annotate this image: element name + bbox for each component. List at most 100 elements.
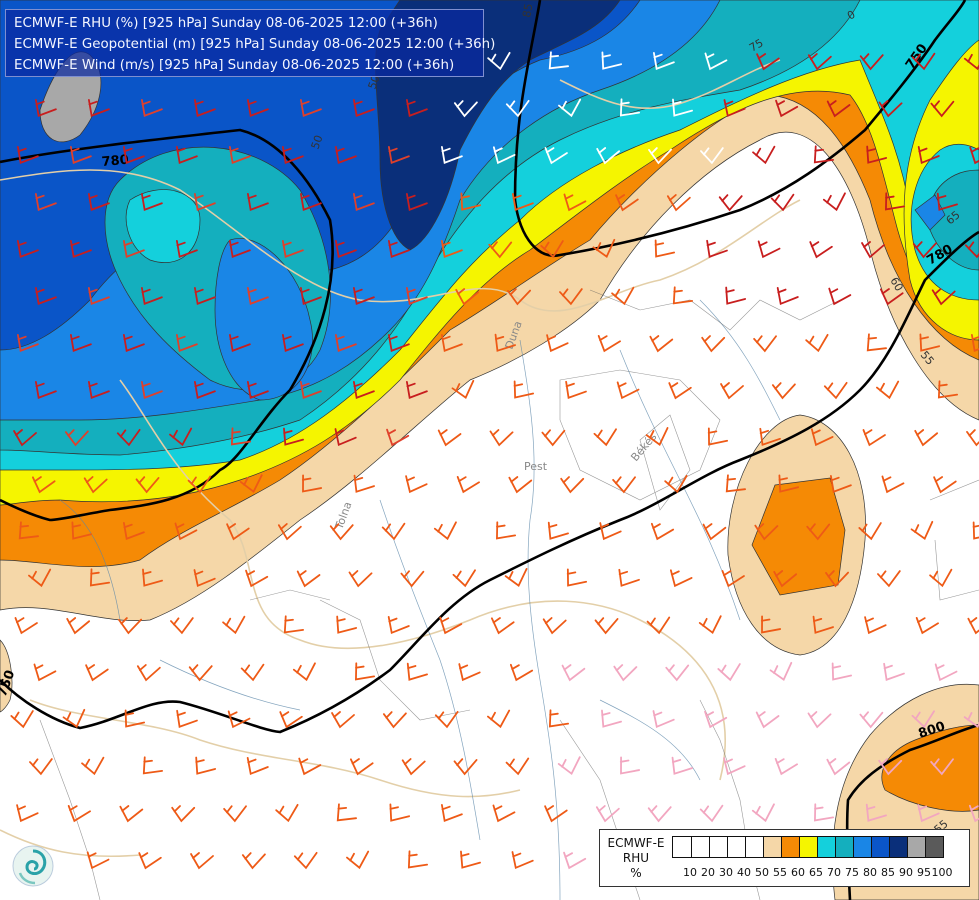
legend-title-variable: RHU — [622, 851, 650, 865]
wind-barb — [548, 709, 570, 728]
wind-barb — [917, 804, 940, 823]
wind-barb — [826, 758, 851, 776]
wind-barb — [17, 145, 39, 164]
wind-barb — [32, 476, 56, 494]
legend-tick-label: 95 — [917, 866, 931, 879]
wind-barb — [654, 239, 676, 258]
legend-tick-label: 40 — [737, 866, 751, 879]
wind-barb — [859, 711, 884, 729]
wind-barb — [561, 664, 586, 682]
wind-barb — [388, 239, 410, 258]
wind-barb — [247, 286, 269, 305]
wind-barb — [405, 475, 428, 494]
legend-title: ECMWF-E RHU % — [600, 836, 672, 881]
legend-tick-label: 20 — [701, 866, 715, 879]
wind-barb — [753, 335, 777, 353]
wind-barb — [930, 758, 954, 776]
wind-barb — [229, 333, 251, 352]
wind-barb — [704, 52, 728, 71]
wind-barb — [810, 428, 834, 447]
wind-barb — [300, 98, 322, 117]
rh-label-50-west: 50 — [309, 133, 326, 151]
wind-barb — [118, 617, 142, 635]
wind-barb — [601, 709, 622, 728]
wind-barb — [300, 380, 322, 399]
wind-barb — [615, 194, 639, 212]
wind-barb — [355, 662, 376, 681]
legend-tick-label: 85 — [881, 866, 895, 879]
wind-barb — [593, 428, 617, 447]
contour-label-780-west: 780 — [101, 153, 129, 170]
wind-barb — [241, 852, 266, 870]
title-wind: ECMWF-E Wind (m/s) [925 hPa] Sunday 08-0… — [14, 58, 455, 73]
wind-barb — [650, 522, 675, 541]
wind-barb — [487, 709, 511, 729]
wind-barb — [967, 617, 979, 635]
title-rhu: ECMWF-E RHU (%) [925 hPa] Sunday 08-06-2… — [14, 16, 438, 31]
wind-barb — [141, 192, 163, 211]
wind-barb — [646, 616, 671, 635]
wind-barb — [227, 710, 251, 729]
wind-barb — [775, 99, 799, 118]
wind-barb — [406, 380, 428, 399]
place-label-pest: Pest — [524, 460, 548, 473]
wind-barb — [881, 475, 905, 494]
wind-barb — [547, 521, 569, 540]
wind-barb — [701, 335, 726, 353]
wind-barb — [176, 709, 198, 728]
wind-barb — [275, 803, 299, 823]
wind-barb — [176, 145, 198, 164]
wind-barb — [89, 568, 111, 587]
wind-barb — [407, 850, 429, 869]
rh-label-75: 75 — [747, 36, 766, 54]
wind-barb — [754, 523, 779, 541]
wind-barb — [566, 568, 588, 587]
wind-barb — [282, 239, 304, 258]
wind-barb — [458, 663, 481, 682]
wind-barb — [170, 617, 194, 635]
wind-barb — [401, 758, 426, 776]
legend-tick-label: 90 — [899, 866, 913, 879]
wind-barb — [119, 805, 144, 823]
wind-barb — [937, 380, 959, 399]
wind-barb — [751, 803, 775, 823]
wind-barb — [619, 98, 641, 117]
wind-barb — [511, 851, 534, 870]
wind-barb — [504, 568, 528, 588]
legend-swatch — [709, 837, 727, 857]
wind-barb — [135, 476, 160, 494]
wind-barb — [123, 145, 145, 164]
wind-barb — [388, 333, 410, 352]
wind-barb — [123, 521, 145, 540]
wind-barb — [353, 98, 375, 117]
wind-barb — [611, 286, 635, 306]
wind-barb — [861, 241, 885, 259]
wind-barb — [702, 523, 727, 541]
wind-barb — [876, 380, 900, 400]
wind-barb — [760, 615, 782, 634]
wind-barb — [123, 333, 145, 352]
wind-barb — [599, 522, 622, 541]
wind-barb — [649, 335, 674, 353]
wind-barb — [188, 664, 213, 682]
wind-barb — [239, 474, 263, 494]
wind-barb — [17, 333, 39, 352]
wind-barb — [194, 98, 216, 117]
wind-barb — [757, 240, 781, 259]
wind-barb — [877, 570, 901, 588]
wind-barb — [194, 286, 216, 305]
rh-label-50-north: 50 — [366, 73, 383, 91]
wind-barb — [441, 239, 463, 258]
wind-barb — [282, 333, 304, 352]
legend-tick-label: 30 — [719, 866, 733, 879]
wind-barb — [124, 709, 146, 728]
wind-barb — [774, 757, 798, 776]
wind-barb — [512, 192, 534, 211]
wind-barb — [914, 429, 939, 447]
legend-swatch — [781, 837, 799, 857]
wind-barb — [770, 193, 795, 212]
wind-barb — [489, 429, 514, 447]
wind-barb — [406, 98, 428, 117]
legend-swatches — [672, 836, 944, 858]
wind-barb — [704, 710, 728, 729]
